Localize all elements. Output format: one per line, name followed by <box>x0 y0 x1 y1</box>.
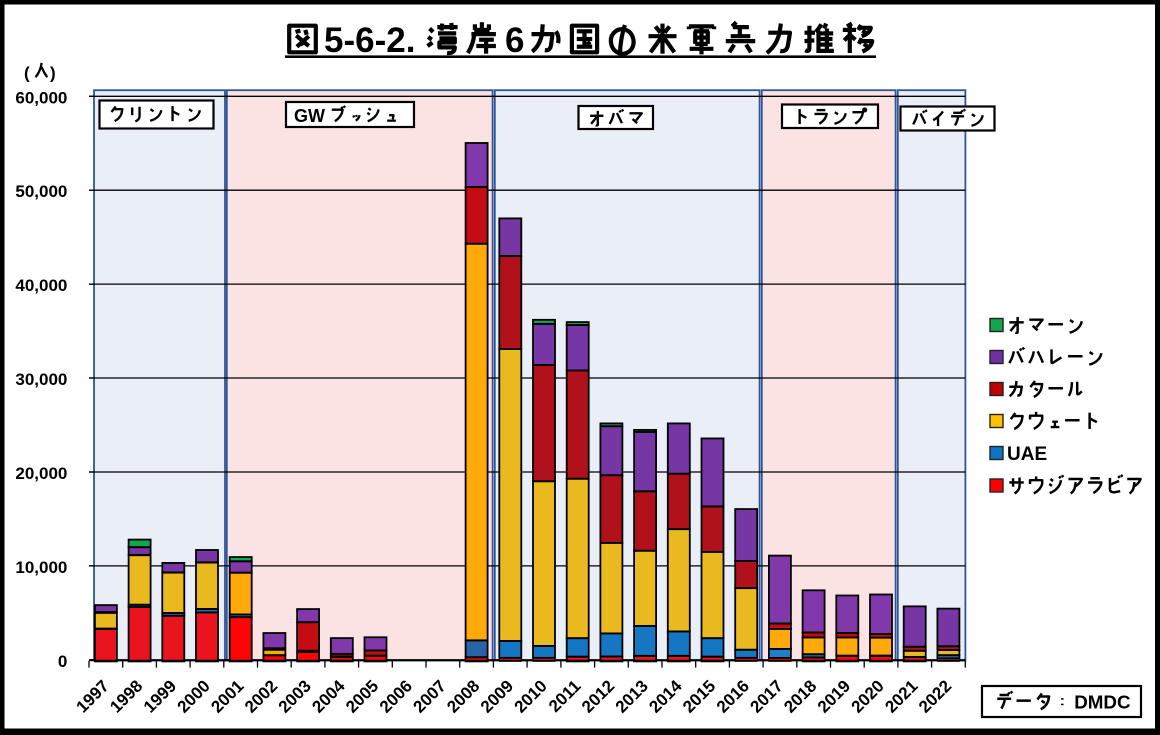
svg-text:UAE: UAE <box>1007 444 1047 465</box>
svg-text:): ) <box>50 64 56 83</box>
svg-text:GW: GW <box>294 106 325 126</box>
svg-text:(: ( <box>24 64 30 83</box>
svg-text:DMDC: DMDC <box>1074 692 1131 713</box>
svg-text:0: 0 <box>58 652 67 671</box>
svg-text:6: 6 <box>505 21 524 60</box>
svg-text:40,000: 40,000 <box>15 276 67 295</box>
svg-text:60,000: 60,000 <box>15 88 67 107</box>
svg-text:20,000: 20,000 <box>15 464 67 483</box>
svg-text:50,000: 50,000 <box>15 182 67 201</box>
svg-text:30,000: 30,000 <box>15 370 67 389</box>
svg-text:10,000: 10,000 <box>15 558 67 577</box>
svg-text:5-6-2.: 5-6-2. <box>324 21 415 60</box>
